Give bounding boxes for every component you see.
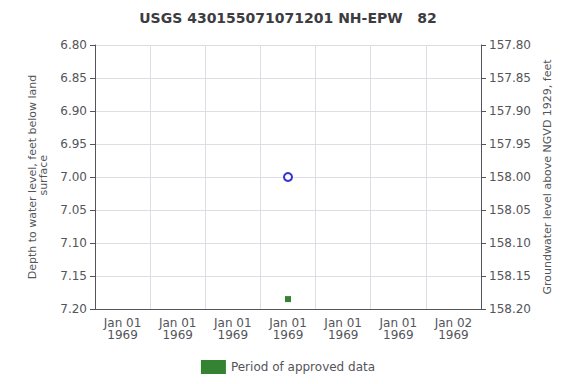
svg-text:157.90: 157.90 (489, 104, 531, 118)
svg-text:7.00: 7.00 (60, 170, 87, 184)
svg-text:1969: 1969 (328, 328, 359, 342)
svg-text:USGS 430155071071201 NH-EPW: USGS 430155071071201 NH-EPW 82 (139, 10, 437, 26)
svg-text:157.80: 157.80 (489, 38, 531, 52)
svg-text:6.90: 6.90 (60, 104, 87, 118)
svg-text:6.85: 6.85 (60, 71, 87, 85)
svg-text:Jan 01: Jan 01 (103, 316, 142, 330)
svg-text:Depth to water level, feet bel: Depth to water level, feet below land (26, 74, 40, 280)
svg-text:7.15: 7.15 (60, 269, 87, 283)
svg-text:Jan 01: Jan 01 (158, 316, 197, 330)
svg-text:158.05: 158.05 (489, 203, 531, 217)
svg-text:7.10: 7.10 (60, 236, 87, 250)
svg-text:Jan 01: Jan 01 (214, 316, 252, 330)
svg-text:1969: 1969 (273, 328, 304, 342)
svg-text:1969: 1969 (218, 328, 249, 342)
svg-text:1969: 1969 (383, 328, 414, 342)
svg-text:6.80: 6.80 (60, 38, 87, 52)
svg-text:158.15: 158.15 (489, 269, 531, 283)
svg-text:Jan 01: Jan 01 (269, 316, 307, 330)
svg-text:7.05: 7.05 (60, 203, 87, 217)
svg-text:1969: 1969 (107, 328, 138, 342)
svg-text:Jan 01: Jan 01 (324, 316, 362, 330)
svg-text:7.20: 7.20 (60, 302, 87, 316)
svg-text:surface: surface (37, 155, 50, 199)
svg-text:1969: 1969 (162, 328, 193, 342)
svg-text:158.20: 158.20 (489, 302, 531, 316)
svg-text:6.95: 6.95 (60, 137, 87, 151)
svg-text:Period of approved data: Period of approved data (231, 360, 375, 374)
svg-text:Jan 02: Jan 02 (434, 316, 473, 330)
svg-text:158.00: 158.00 (489, 170, 531, 184)
svg-text:Jan 01: Jan 01 (379, 316, 418, 330)
svg-text:157.85: 157.85 (489, 71, 531, 85)
svg-text:1969: 1969 (438, 328, 469, 342)
svg-text:Groundwater level above NGVD 1: Groundwater level above NGVD 1929, feet (541, 59, 554, 295)
svg-text:158.10: 158.10 (489, 236, 531, 250)
svg-text:157.95: 157.95 (489, 137, 531, 151)
